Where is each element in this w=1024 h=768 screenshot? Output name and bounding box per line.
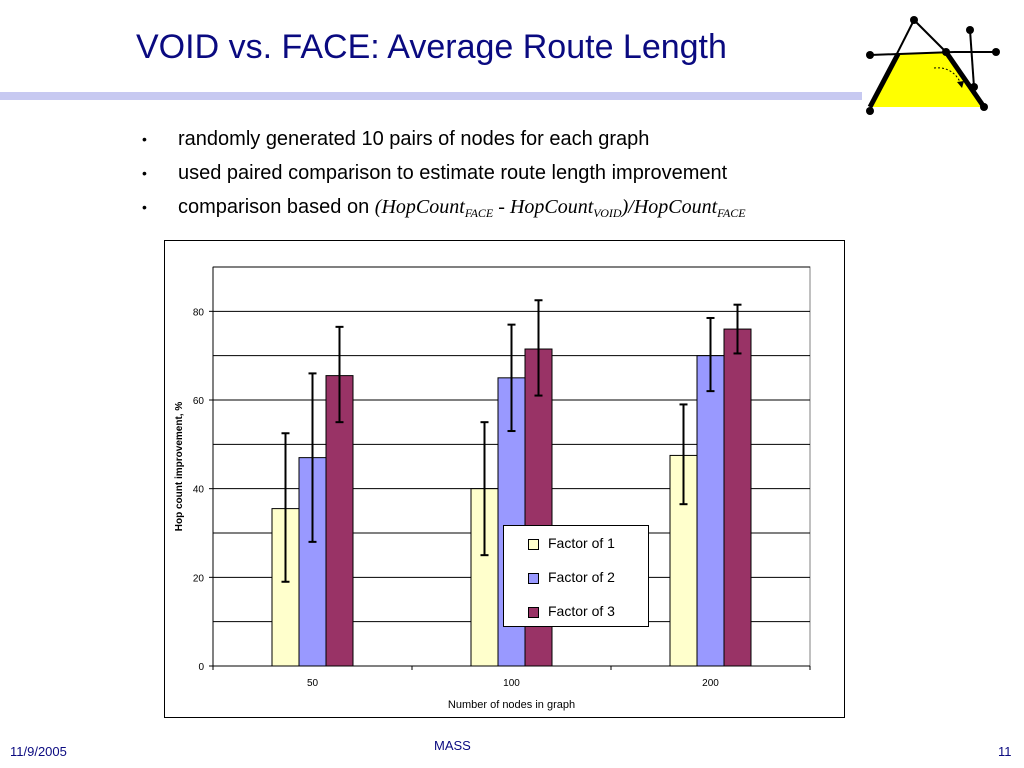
y-axis-title: Hop count improvement, % [174,402,185,532]
y-tick-label: 80 [193,307,205,318]
x-tick-label: 200 [702,678,719,689]
formula-term: HopCount [509,196,594,218]
legend-label: Factor of 3 [548,603,615,619]
legend-swatch [528,607,539,618]
graph-face-logo-icon [866,16,1000,115]
formula-subscript: FACE [717,206,746,220]
y-tick-label: 0 [198,662,204,673]
bullet-list: • randomly generated 10 pairs of nodes f… [140,122,746,230]
bullet-text: used paired comparison to estimate route… [178,162,728,184]
footer-date: 11/9/2005 [10,744,67,759]
bar-2-200 [696,355,725,667]
bar-chart: 0 20 40 60 80 50 100 200 Number of nodes in grap… [174,266,811,711]
bullet-item: • randomly generated 10 pairs of nodes f… [140,122,746,156]
legend-swatch [528,573,539,584]
formula-operator: )/ [621,196,634,218]
page-number: 11 [998,744,1012,759]
chart-container: 0 20 40 60 80 50 100 200 Number of nodes in grap… [164,240,845,718]
formula-term: HopCount [381,196,465,218]
title-divider [0,92,862,100]
formula-operator: - [493,196,510,218]
legend-swatch [528,539,539,550]
legend-item: Factor of 2 [528,566,648,600]
bullet-dot: • [142,131,147,147]
formula-open: ( [374,196,382,218]
y-tick-label: 20 [193,573,205,584]
legend-label: Factor of 1 [548,535,615,551]
bullet-item: • comparison based on (HopCountFACE - Ho… [140,190,746,230]
bar-3-200 [723,328,752,667]
x-tick-label: 100 [503,678,520,689]
legend-label: Factor of 2 [548,569,615,585]
bullet-dot: • [142,199,147,215]
chart-legend: Factor of 1 Factor of 2 Factor of 3 [503,525,649,627]
hop-count-formula: (HopCountFACE - HopCountVOID)/HopCountFA… [374,196,746,220]
bullet-item: • used paired comparison to estimate rou… [140,156,746,190]
formula-term: HopCount [633,196,718,218]
formula-subscript: FACE [464,206,494,220]
bullet-text: randomly generated 10 pairs of nodes for… [178,128,650,150]
legend-item: Factor of 3 [528,600,648,634]
footer-center: MASS [434,738,471,753]
bullet-text: comparison based on [178,196,370,218]
formula-subscript: VOID [593,206,622,220]
legend-item: Factor of 1 [528,532,648,566]
bullet-dot: • [142,165,147,181]
slide-title: VOID vs. FACE: Average Route Length [136,28,727,66]
x-tick-label: 50 [307,678,319,689]
bar-3-50 [325,375,354,667]
y-tick-label: 40 [193,485,205,496]
y-tick-label: 60 [193,396,205,407]
x-axis-title: Number of nodes in graph [448,699,575,711]
